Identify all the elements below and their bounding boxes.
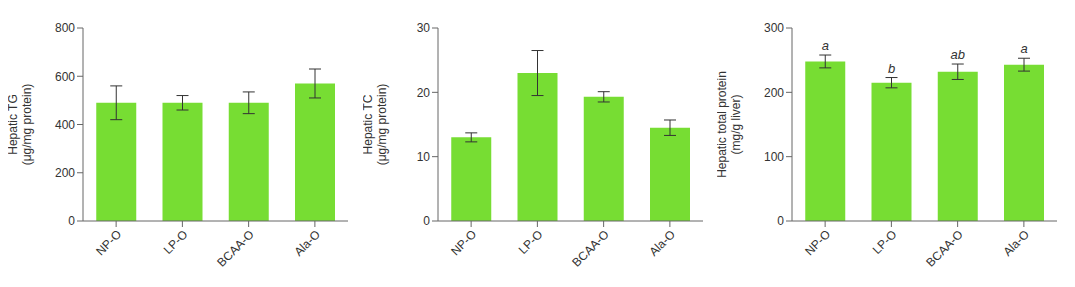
svg-text:600: 600	[55, 70, 75, 84]
svg-text:a: a	[1020, 41, 1027, 56]
svg-text:Hepatic total protein(mg/g liv: Hepatic total protein(mg/g liver)	[717, 71, 743, 178]
svg-text:20: 20	[416, 86, 430, 100]
svg-text:Ala-O: Ala-O	[646, 227, 678, 259]
svg-text:a: a	[822, 38, 829, 53]
svg-text:NP-O: NP-O	[802, 227, 833, 258]
svg-text:Hepatic TG(μg/mg protein): Hepatic TG(μg/mg protein)	[8, 84, 34, 166]
svg-text:400: 400	[55, 118, 75, 132]
svg-text:BCAA-O: BCAA-O	[569, 227, 611, 269]
svg-text:0: 0	[777, 214, 784, 228]
svg-text:b: b	[888, 61, 895, 76]
svg-text:200: 200	[764, 86, 784, 100]
svg-text:300: 300	[764, 21, 784, 35]
svg-text:LP-O: LP-O	[161, 227, 191, 257]
svg-text:800: 800	[55, 21, 75, 35]
svg-text:LP-O: LP-O	[870, 227, 900, 257]
svg-text:200: 200	[55, 166, 75, 180]
svg-text:Hepatic TC(μg/mg protein): Hepatic TC(μg/mg protein)	[363, 84, 389, 166]
svg-text:LP-O: LP-O	[515, 227, 545, 257]
svg-text:ab: ab	[951, 47, 965, 62]
svg-text:BCAA-O: BCAA-O	[923, 227, 965, 269]
svg-text:Ala-O: Ala-O	[1000, 227, 1032, 259]
svg-text:NP-O: NP-O	[93, 227, 124, 258]
svg-text:NP-O: NP-O	[448, 227, 479, 258]
svg-text:0: 0	[423, 214, 430, 228]
svg-text:Ala-O: Ala-O	[291, 227, 323, 259]
svg-text:100: 100	[764, 150, 784, 164]
svg-text:30: 30	[416, 21, 430, 35]
svg-text:0: 0	[68, 214, 75, 228]
svg-text:10: 10	[416, 150, 430, 164]
svg-text:BCAA-O: BCAA-O	[214, 227, 256, 269]
